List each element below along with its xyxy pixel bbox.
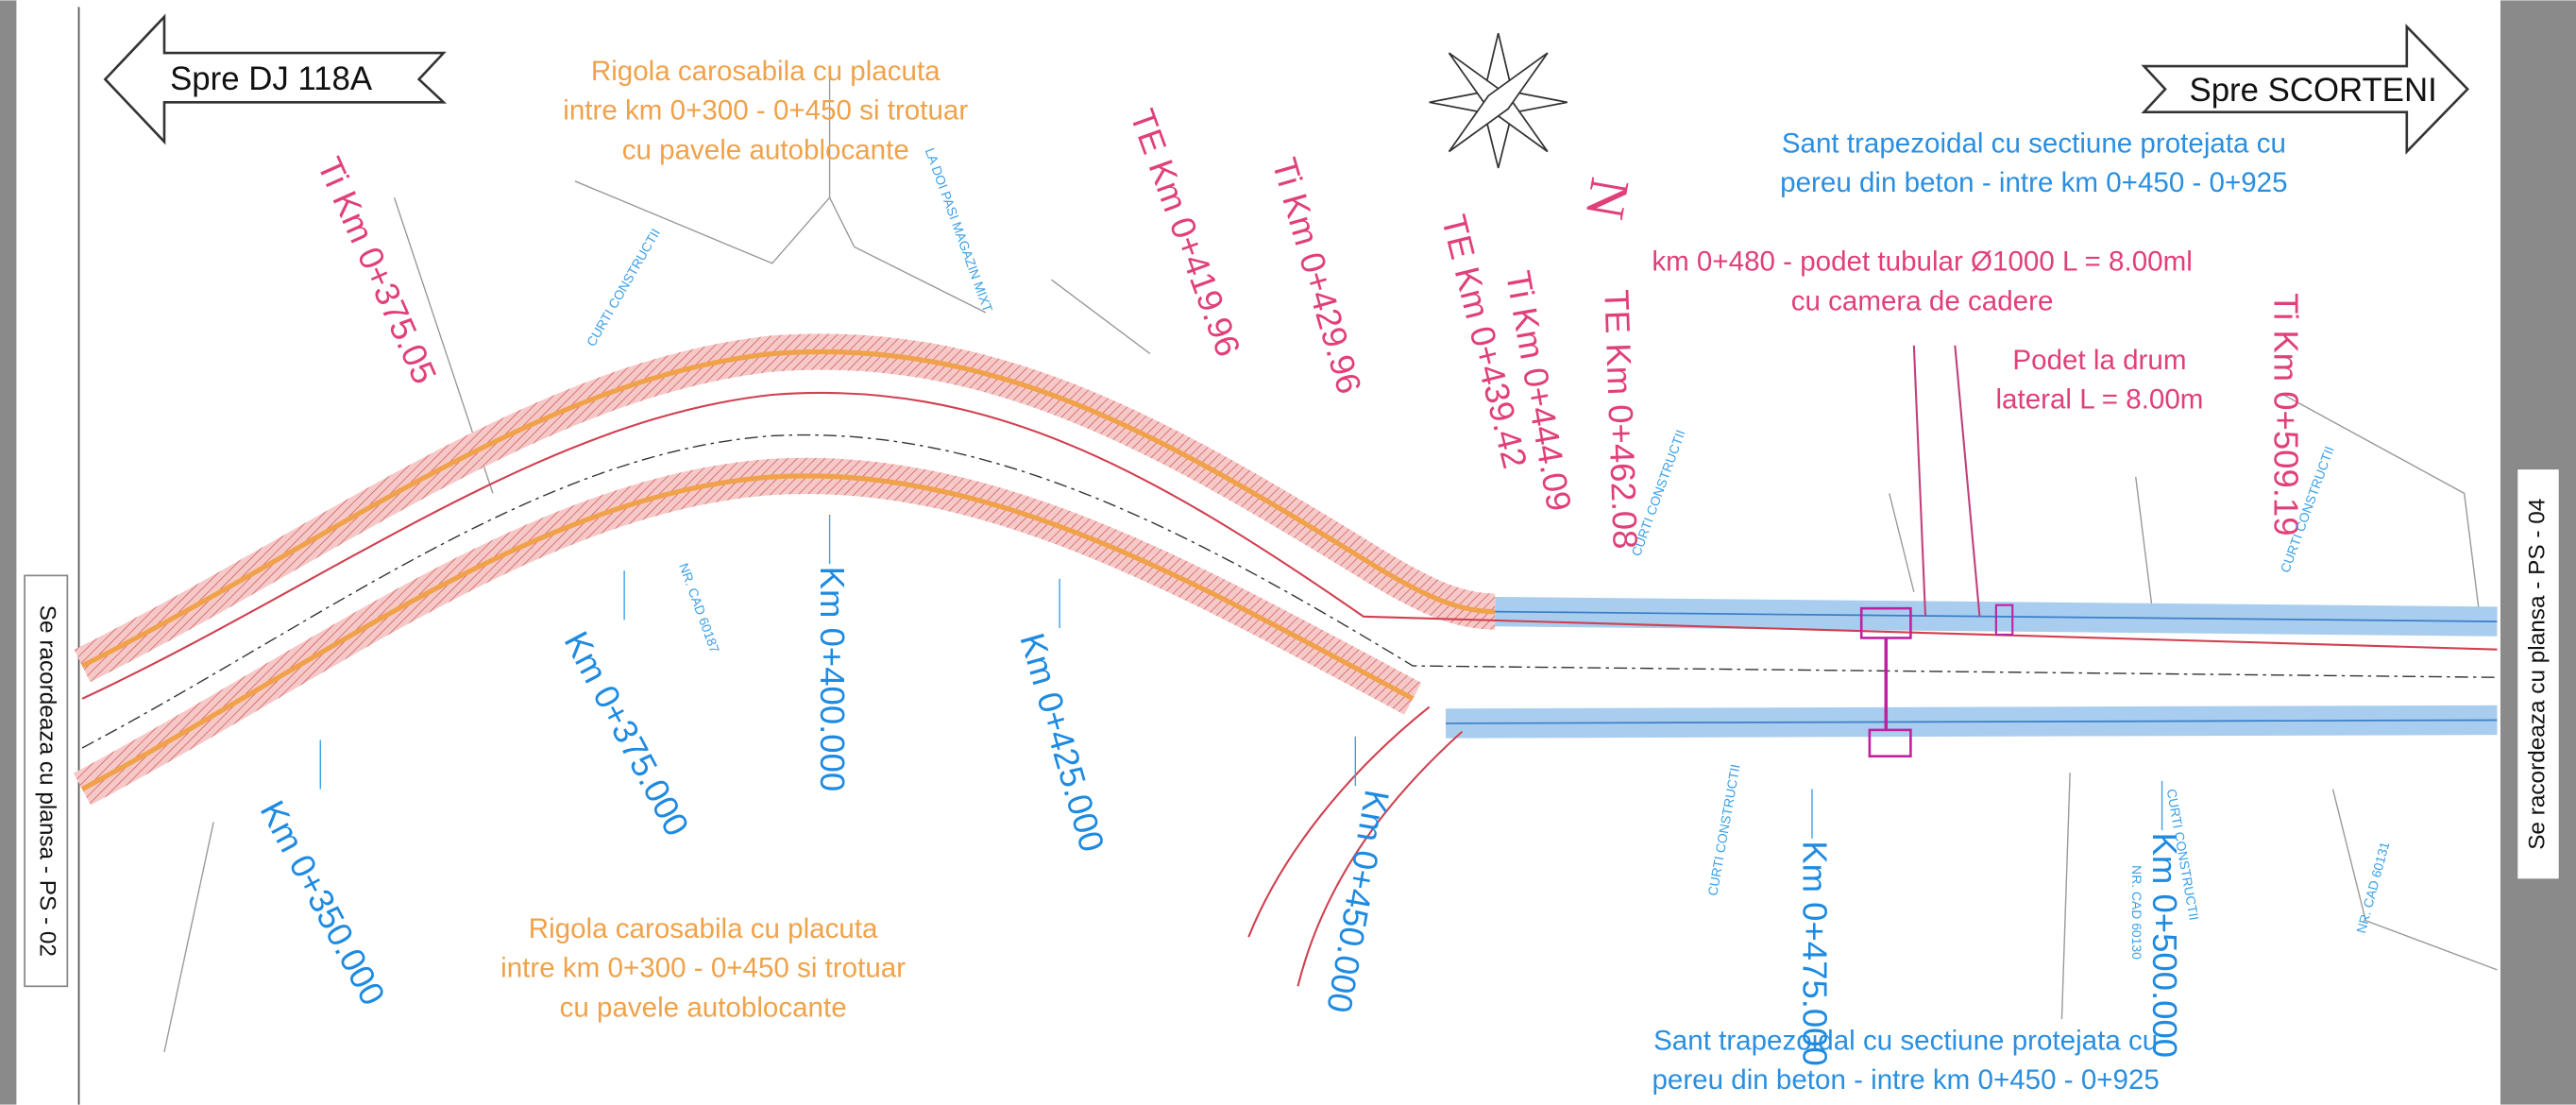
note-line: intre km 0+300 - 0+450 si trotuar xyxy=(500,953,906,984)
note-line: cu pavele autoblocante xyxy=(622,134,909,165)
note-line: cu camera de cadere xyxy=(1791,285,2054,316)
side-box-left xyxy=(24,574,69,988)
note-line: Rigola carosabila cu placuta xyxy=(529,913,878,944)
lower-road xyxy=(73,434,2498,987)
parcel-lines xyxy=(163,66,2498,1053)
chainage-label: Km 0+475.000 xyxy=(1795,841,1834,1066)
curve-point-label: TE Km 0+462.08 xyxy=(1597,289,1645,550)
note-line: Podet la drum xyxy=(2012,345,2186,376)
note-line: intre km 0+300 - 0+450 si trotuar xyxy=(563,95,968,127)
curve-point-label: Ti Km 0+509.19 xyxy=(2267,293,2306,536)
small-label: NR. CAD 60130 xyxy=(2129,865,2144,960)
note-line: lateral L = 8.00m xyxy=(1995,384,2203,416)
chainage-label: Km 0+500.000 xyxy=(2145,833,2184,1059)
left-border xyxy=(0,0,17,1105)
direction-left: Spre DJ 118A xyxy=(170,61,373,97)
arrow-right xyxy=(2141,24,2469,155)
side-label-left: Se racordeaza cu plansa - PS - 02 xyxy=(34,605,59,957)
note-line: cu pavele autoblocante xyxy=(560,992,847,1023)
compass xyxy=(1429,33,1568,169)
branch-road xyxy=(1859,345,2014,758)
note-line: km 0+480 - podet tubular Ø1000 L = 8.00m… xyxy=(1652,246,2192,278)
side-label-right: Se racordeaza cu plansa - PS - 04 xyxy=(2524,499,2550,850)
direction-right: Spre SCORTENI xyxy=(2190,73,2437,109)
note-line: Rigola carosabila cu placuta xyxy=(591,56,941,87)
chainage-label: Km 0+400.000 xyxy=(813,567,852,792)
side-box-right xyxy=(2516,468,2561,881)
note-line: Sant trapezoidal cu sectiune protejata c… xyxy=(1782,128,2286,159)
arrow-left xyxy=(103,13,448,145)
note-line: pereu din beton - intre km 0+450 - 0+925 xyxy=(1652,1064,2159,1096)
note-line: pereu din beton - intre km 0+450 - 0+925 xyxy=(1780,167,2287,198)
note-line: Sant trapezoidal cu sectiune protejata c… xyxy=(1653,1025,2158,1056)
